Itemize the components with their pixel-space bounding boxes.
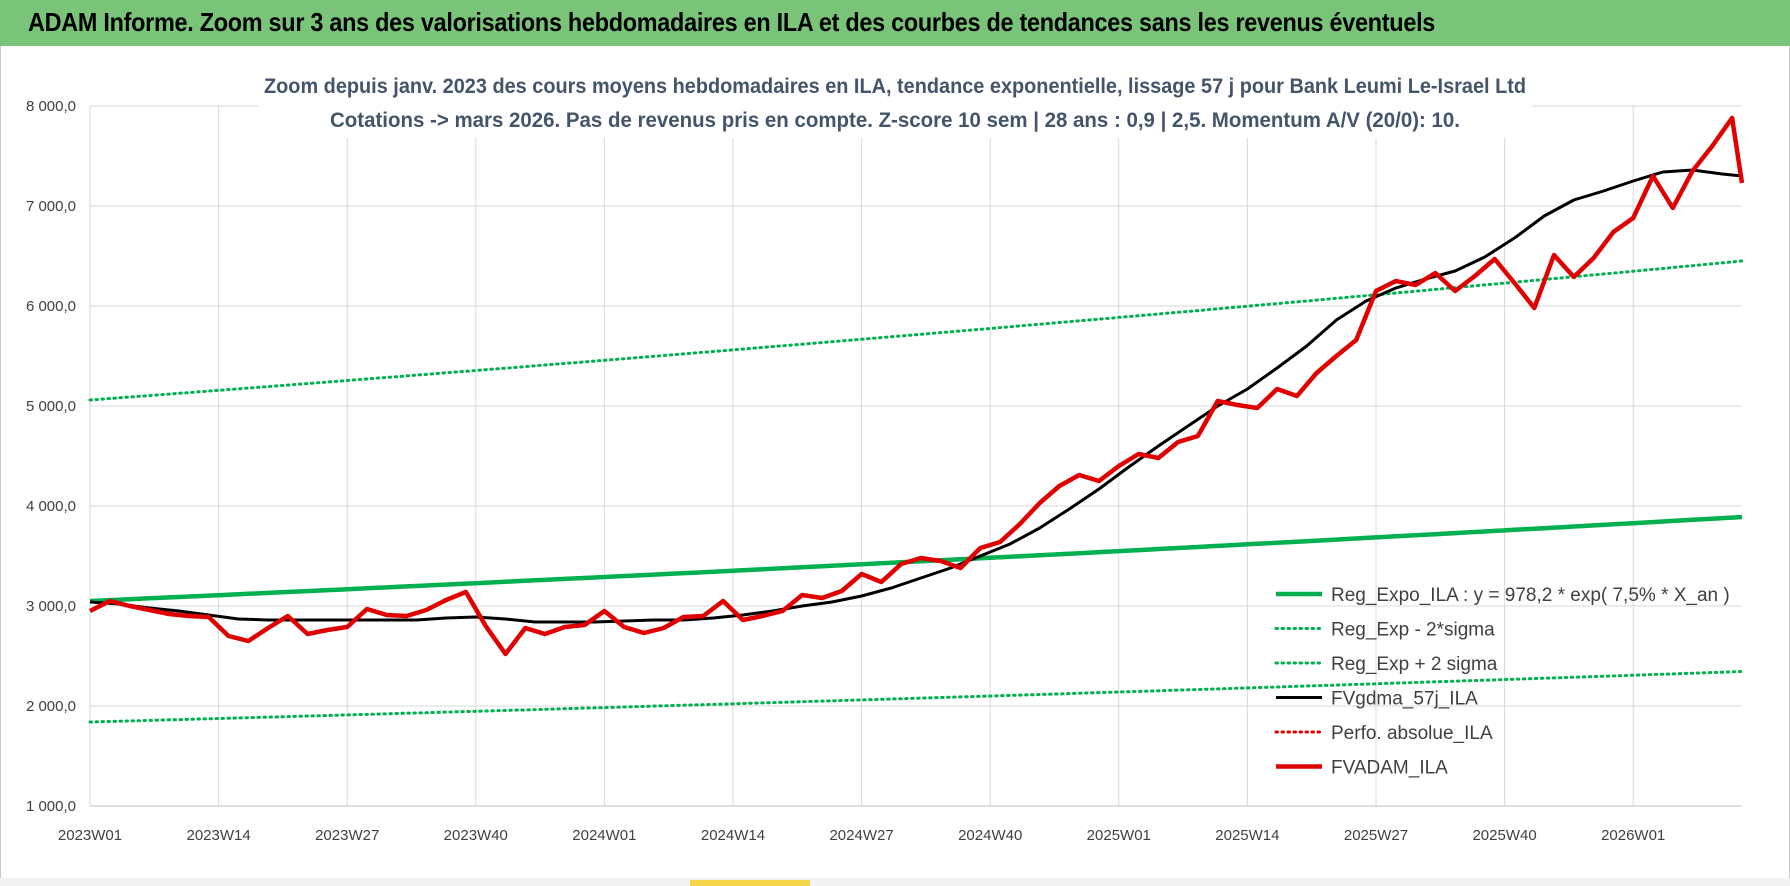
legend-label: Reg_Exp - 2*sigma: [1331, 620, 1495, 641]
title-backdrop: [258, 66, 1532, 138]
chart-title-line-2: Cotations -> mars 2026. Pas de revenus p…: [330, 109, 1460, 132]
series-line: [88, 115, 1745, 657]
x-tick-label: 2024W40: [958, 827, 1022, 844]
x-tick-label: 2024W01: [572, 827, 636, 844]
series-line: [88, 259, 1744, 402]
bottom-accent: [690, 880, 810, 886]
x-tick-label: 2025W14: [1215, 827, 1279, 844]
x-tick-label: 2023W40: [444, 827, 508, 844]
y-tick-label: 7 000,0: [26, 198, 76, 215]
x-tick-label: 2025W01: [1087, 827, 1151, 844]
y-tick-label: 8 000,0: [26, 98, 76, 115]
x-tick-labels: 2023W01 2023W14 2023W27 2023W40 2024W01 2024W…: [58, 827, 1665, 844]
x-tick-label: 2023W01: [58, 827, 122, 844]
x-tick-label: 2023W27: [315, 827, 379, 844]
x-tick-label: 2025W27: [1344, 827, 1408, 844]
legend-label: FVADAM_ILA: [1331, 758, 1448, 779]
y-tick-label: 2 000,0: [26, 698, 76, 715]
y-tick-label: 3 000,0: [26, 598, 76, 615]
legend-label: Reg_Exp + 2 sigma: [1331, 654, 1498, 675]
gridlines: [89, 105, 1742, 807]
legend-label: FVgdma_57j_ILA: [1331, 689, 1478, 710]
report-banner: ADAM Informe. Zoom sur 3 ans des valoris…: [0, 0, 1790, 46]
y-tick-label: 1 000,0: [26, 798, 76, 815]
y-tick-labels: 1 000,0 2 000,0 3 000,0 4 000,0 5 000,0 6 000…: [26, 98, 76, 815]
series-line: [89, 168, 1743, 624]
bottom-strip: [0, 878, 1790, 886]
y-tick-label: 6 000,0: [26, 298, 76, 315]
y-tick-label: 4 000,0: [26, 498, 76, 515]
x-tick-label: 2024W27: [829, 827, 893, 844]
legend: Reg_Expo_ILA : y = 978,2 * exp( 7,5% * X…: [1274, 585, 1730, 779]
x-tick-label: 2023W14: [186, 827, 250, 844]
chart-title-line-1: Zoom depuis janv. 2023 des cours moyens …: [264, 75, 1526, 98]
x-tick-label: 2025W40: [1472, 827, 1536, 844]
series-line: [88, 670, 1744, 724]
series: [88, 115, 1745, 724]
legend-label: Perfo. absolue_ILA: [1331, 723, 1493, 744]
legend-label: Reg_Expo_ILA : y = 978,2 * exp( 7,5% * X…: [1331, 585, 1730, 606]
y-tick-label: 5 000,0: [26, 398, 76, 415]
report-title: ADAM Informe. Zoom sur 3 ans des valoris…: [28, 7, 1436, 37]
x-tick-label: 2026W01: [1601, 827, 1665, 844]
x-tick-label: 2024W14: [701, 827, 765, 844]
